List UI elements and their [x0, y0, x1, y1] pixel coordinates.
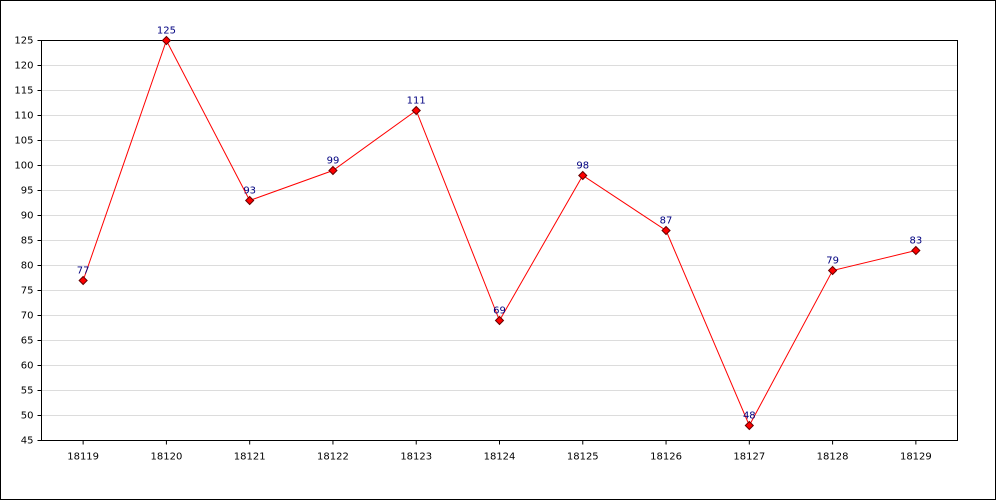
data-label: 83	[909, 236, 922, 247]
y-tick-label: 125	[14, 36, 33, 47]
y-tick-label: 65	[21, 336, 34, 347]
y-tick-label: 50	[21, 411, 34, 422]
x-tick-label: 18122	[317, 452, 349, 463]
mark-layer: 77 125 93 99 111 69 98 87 48 79 83	[77, 26, 922, 431]
y-tick-label: 45	[21, 436, 34, 447]
x-tick-label: 18120	[151, 452, 183, 463]
marker	[661, 225, 671, 236]
marker	[911, 245, 921, 256]
data-label: 77	[77, 266, 90, 277]
y-tick-label: 120	[14, 61, 33, 72]
y-tick-label: 90	[21, 211, 34, 222]
marker	[78, 275, 88, 286]
x-tick-label: 18121	[234, 452, 266, 463]
marker	[161, 35, 172, 46]
y-tick-label: 105	[14, 136, 33, 147]
data-label: 79	[826, 256, 839, 267]
data-label: 69	[493, 306, 506, 317]
data-label: 48	[743, 411, 756, 422]
marker	[494, 315, 505, 326]
x-tick-label: 18128	[817, 452, 849, 463]
x-tick-label: 18123	[400, 452, 432, 463]
marker	[328, 165, 338, 176]
y-tick-label: 115	[14, 86, 33, 97]
data-label: 125	[157, 26, 176, 37]
x-tick-label: 18129	[900, 452, 932, 463]
y-tick-label: 55	[21, 386, 34, 397]
x-tick-label: 18127	[733, 452, 765, 463]
y-tick-label: 80	[21, 261, 34, 272]
data-label: 99	[327, 156, 340, 167]
y-tick-label: 60	[21, 361, 34, 372]
x-tick-label: 18119	[67, 452, 99, 463]
y-tick-label: 70	[21, 311, 34, 322]
x-tick-label: 18125	[567, 452, 599, 463]
x-tick-label: 18126	[650, 452, 682, 463]
y-tick-label: 95	[21, 186, 34, 197]
marker	[744, 420, 755, 431]
marker	[411, 105, 421, 116]
marker	[244, 195, 255, 206]
data-label: 98	[576, 161, 589, 172]
marker	[827, 265, 838, 276]
marker	[578, 170, 588, 181]
y-tick-label: 85	[21, 236, 34, 247]
y-tick-label: 75	[21, 286, 34, 297]
y-tick-label: 110	[14, 111, 33, 122]
data-label: 93	[243, 186, 256, 197]
y-tick-label: 100	[14, 161, 33, 172]
x-tick-label: 18124	[484, 452, 516, 463]
data-label: 111	[407, 96, 426, 107]
data-label: 87	[660, 216, 673, 227]
